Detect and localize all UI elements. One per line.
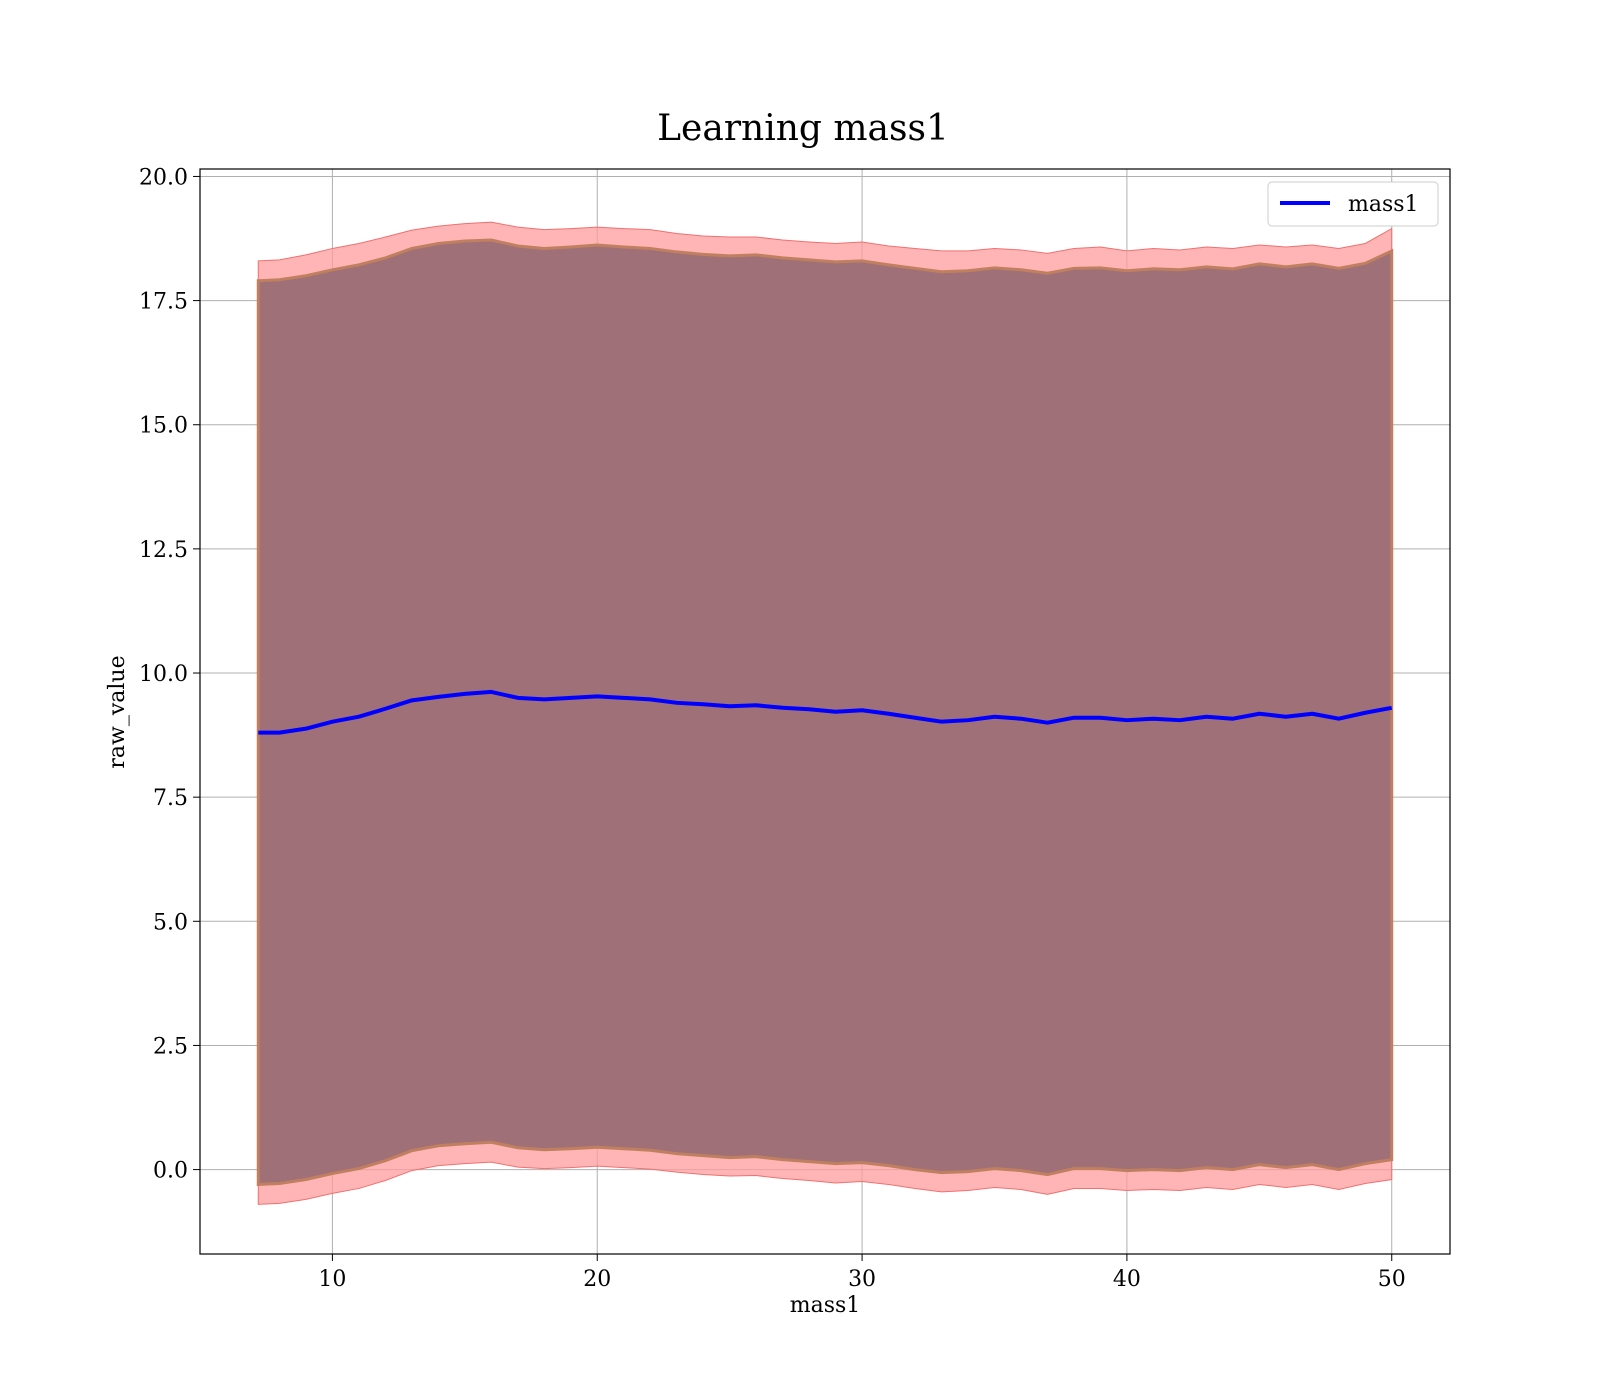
x-tick-label: 40 bbox=[1113, 1267, 1141, 1292]
confidence-bands bbox=[256, 221, 1394, 1205]
y-tick-label: 5.0 bbox=[153, 910, 188, 935]
series-line-mass1 bbox=[258, 689, 1393, 735]
y-tick-label: 7.5 bbox=[153, 786, 188, 811]
series-lines bbox=[258, 689, 1393, 735]
y-tick-label: 10.0 bbox=[139, 662, 188, 687]
y-tick-label: 20.0 bbox=[139, 165, 188, 190]
legend-box bbox=[1267, 181, 1439, 227]
y-tick-label: 12.5 bbox=[139, 538, 188, 563]
y-axis-label: raw_value bbox=[105, 655, 130, 768]
plot-frame bbox=[199, 168, 1451, 1255]
x-axis-ticks: 10 20 30 40 50 bbox=[318, 1254, 1406, 1292]
chart-title: Learning mass1 bbox=[657, 108, 949, 149]
x-tick-label: 10 bbox=[318, 1267, 346, 1292]
legend: mass1 bbox=[1267, 181, 1439, 227]
x-tick-label: 20 bbox=[583, 1267, 611, 1292]
y-tick-label: 2.5 bbox=[153, 1034, 188, 1059]
y-axis-ticks: 0.0 2.5 5.0 7.5 10.0 12.5 15.0 17.5 20.0 bbox=[139, 165, 200, 1184]
x-tick-label: 30 bbox=[848, 1267, 876, 1292]
legend-label-mass1: mass1 bbox=[1348, 192, 1419, 217]
y-tick-label: 17.5 bbox=[139, 290, 188, 315]
x-tick-label: 50 bbox=[1378, 1267, 1406, 1292]
x-axis-label: mass1 bbox=[790, 1293, 861, 1318]
y-tick-label: 15.0 bbox=[139, 414, 188, 439]
y-tick-label: 0.0 bbox=[153, 1159, 188, 1184]
